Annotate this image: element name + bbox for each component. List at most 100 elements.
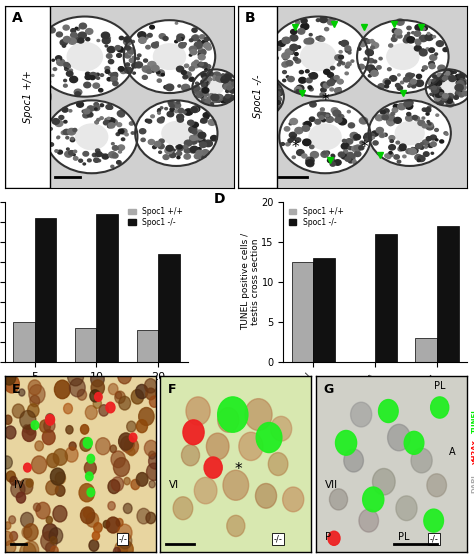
Circle shape [365,66,370,70]
Circle shape [81,25,85,27]
Circle shape [403,38,410,43]
X-axis label: Age in weeks: Age in weeks [55,387,138,397]
Circle shape [435,86,441,92]
Circle shape [175,22,178,24]
Circle shape [111,143,114,145]
Circle shape [350,155,355,158]
Circle shape [128,48,135,54]
Circle shape [326,114,329,117]
Circle shape [428,61,434,66]
Circle shape [56,32,63,37]
Circle shape [310,117,315,121]
Circle shape [201,63,207,68]
Circle shape [24,541,39,558]
Circle shape [306,78,312,83]
Circle shape [154,44,185,69]
Circle shape [217,98,219,100]
Circle shape [18,79,26,85]
Circle shape [227,515,245,536]
Circle shape [182,445,200,466]
Circle shape [19,389,25,396]
Circle shape [358,64,365,69]
Circle shape [100,117,103,119]
Circle shape [152,42,158,48]
Circle shape [5,541,16,554]
Circle shape [365,135,372,141]
Circle shape [79,484,95,502]
Circle shape [43,523,57,541]
Circle shape [431,152,434,154]
Circle shape [91,371,104,387]
Circle shape [31,456,46,474]
Circle shape [19,84,24,89]
Circle shape [433,90,440,96]
Circle shape [14,82,17,84]
Circle shape [267,93,269,95]
Circle shape [226,81,229,83]
Circle shape [385,80,390,84]
Circle shape [9,532,18,541]
Circle shape [158,144,164,149]
Circle shape [418,156,425,162]
Circle shape [4,375,19,393]
Circle shape [96,149,100,152]
Circle shape [321,88,326,92]
Circle shape [255,106,262,112]
Circle shape [398,103,406,110]
Circle shape [228,89,232,92]
Circle shape [146,119,149,122]
Bar [13,322,35,362]
Circle shape [339,61,342,63]
Circle shape [49,128,52,130]
Circle shape [196,130,202,135]
Circle shape [108,480,120,494]
Circle shape [198,54,201,56]
Circle shape [203,80,208,84]
Circle shape [71,32,77,38]
Circle shape [106,105,112,109]
Circle shape [178,85,181,87]
Circle shape [27,107,34,112]
Circle shape [365,138,368,141]
Circle shape [220,98,227,103]
Text: Spoc1 +/+: Spoc1 +/+ [23,70,33,123]
Circle shape [157,70,164,76]
Circle shape [193,35,199,40]
Circle shape [208,119,216,126]
Circle shape [81,425,89,434]
Circle shape [87,106,94,111]
Circle shape [118,533,132,549]
Circle shape [248,106,251,108]
Circle shape [205,116,209,119]
Circle shape [63,129,70,134]
Circle shape [40,100,46,104]
Circle shape [338,152,345,157]
Circle shape [96,437,110,455]
Text: -/-: -/- [429,535,438,543]
Circle shape [383,79,391,85]
Circle shape [201,98,208,103]
Circle shape [80,438,91,451]
Circle shape [136,384,148,398]
Circle shape [69,442,76,450]
Circle shape [314,75,317,77]
Circle shape [139,37,146,43]
Circle shape [26,104,31,109]
Circle shape [454,95,458,99]
Circle shape [359,117,367,124]
Circle shape [184,64,189,68]
Circle shape [108,37,110,39]
Circle shape [401,81,404,84]
Circle shape [391,112,395,116]
Circle shape [99,89,103,92]
Circle shape [228,81,231,84]
Circle shape [245,398,272,430]
Circle shape [34,503,40,511]
Circle shape [396,496,417,521]
Circle shape [85,406,97,420]
Circle shape [111,165,114,167]
Circle shape [42,430,55,445]
Circle shape [303,127,308,130]
Circle shape [300,70,303,74]
Circle shape [198,138,206,143]
